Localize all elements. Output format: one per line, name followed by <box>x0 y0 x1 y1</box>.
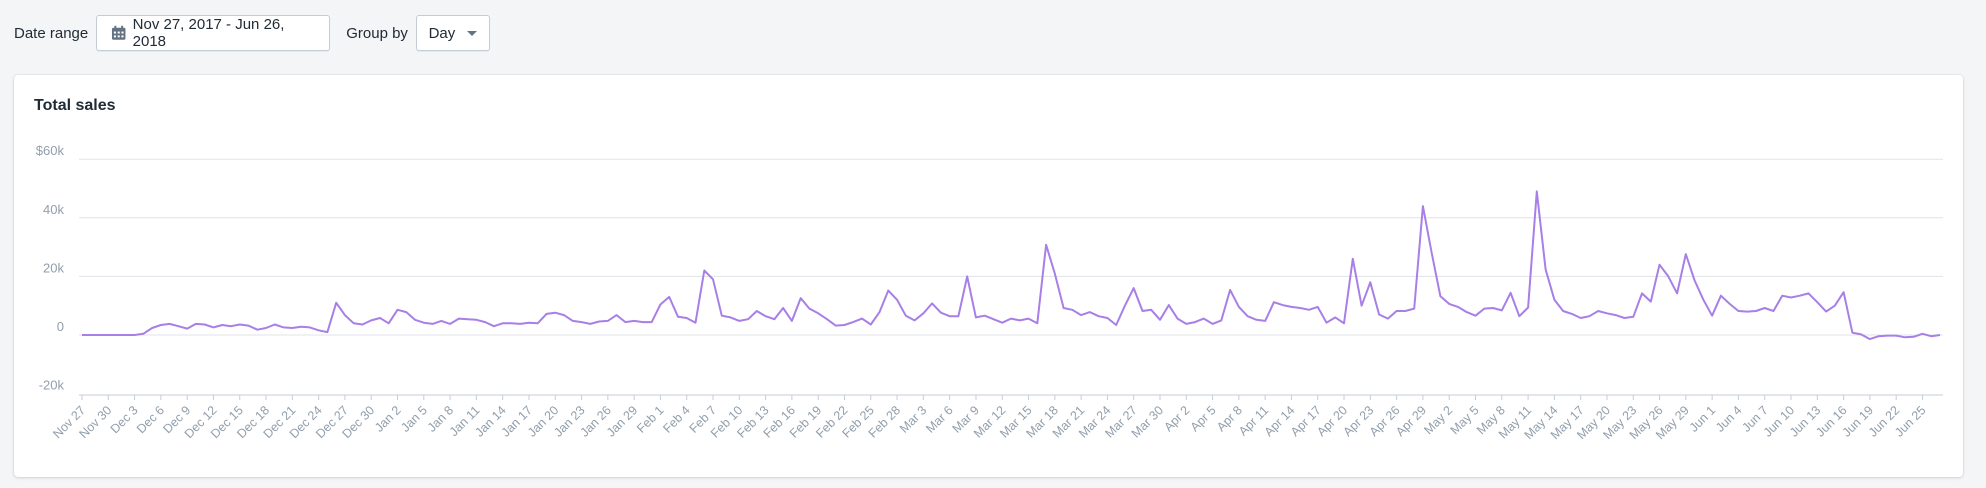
card-title: Total sales <box>34 97 116 114</box>
x-tick-label: Feb 4 <box>660 403 693 436</box>
x-tick-label: Apr 5 <box>1188 403 1219 434</box>
x-tick-label: May 5 <box>1448 403 1482 437</box>
date-range-label: Date range <box>14 24 89 42</box>
x-tick-label: Feb 1 <box>634 403 667 436</box>
y-tick-label: 40k <box>43 202 64 217</box>
group-by-select[interactable]: Day <box>415 15 490 51</box>
group-by-value: Day <box>428 24 456 42</box>
x-tick-label: Jan 2 <box>372 403 404 435</box>
y-tick-label: -20k <box>39 378 65 393</box>
x-tick-label: Dec 3 <box>108 403 141 436</box>
x-tick-label: Mar 3 <box>897 403 930 436</box>
caret-down-icon <box>467 30 478 36</box>
x-tick-label: Apr 2 <box>1161 403 1192 434</box>
y-axis-labels: $60k 40k 20k 0 -20k <box>36 143 65 392</box>
y-tick-label: $60k <box>36 143 65 158</box>
x-tick-label: Mar 6 <box>923 403 956 436</box>
date-range-value: Nov 27, 2017 - Jun 26, 2018 <box>132 16 285 50</box>
x-tick-label: Jan 5 <box>398 403 430 435</box>
x-tick-label: Apr 29 <box>1393 403 1429 439</box>
y-tick-label: 20k <box>43 260 64 275</box>
x-tick-label: Dec 6 <box>134 403 167 436</box>
x-tick-label: May 2 <box>1421 403 1455 437</box>
total-sales-series-line <box>82 190 1941 341</box>
calendar-icon <box>112 25 126 40</box>
date-range-button[interactable]: Nov 27, 2017 - Jun 26, 2018 <box>96 15 331 51</box>
y-tick-label: 0 <box>57 319 64 334</box>
x-tick-label: Jun 1 <box>1687 403 1719 435</box>
group-by-label: Group by <box>346 24 408 42</box>
toolbar: Date range Nov 27, 2017 - Jun 26, 2018 G… <box>14 14 490 52</box>
x-tick-label: Jun 4 <box>1713 403 1745 435</box>
y-axis-gridlines <box>79 158 1943 336</box>
